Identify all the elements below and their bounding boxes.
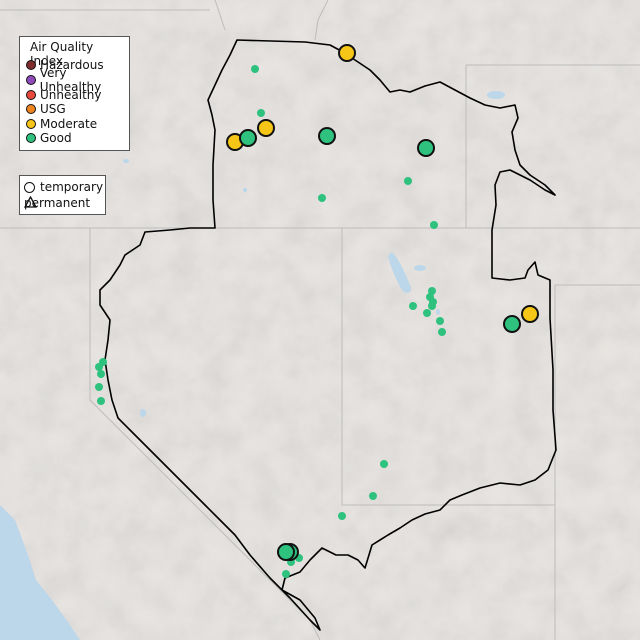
legend-label: Good bbox=[40, 131, 72, 145]
legend-label: Moderate bbox=[40, 117, 98, 131]
legend-item-good: Good bbox=[26, 131, 72, 145]
legend-item-hazardous: Hazardous bbox=[26, 58, 104, 72]
monitor-point bbox=[97, 397, 105, 405]
monitor-point bbox=[438, 328, 446, 336]
monitor-good[interactable] bbox=[417, 139, 435, 157]
legend-title: Air Quality Index bbox=[30, 40, 94, 68]
legend-item-moderate: Moderate bbox=[26, 117, 97, 131]
monitor-good[interactable] bbox=[503, 315, 521, 333]
monitor-point bbox=[428, 302, 436, 310]
monitor-point bbox=[423, 309, 431, 317]
legend-label: Very Unhealthy bbox=[39, 66, 102, 94]
very-unhealthy-swatch bbox=[26, 75, 36, 85]
circle-icon bbox=[24, 181, 35, 193]
monitor-point bbox=[380, 460, 388, 468]
monitor-point bbox=[404, 177, 412, 185]
aqi-legend: Air Quality Index Hazardous Very Unhealt… bbox=[19, 36, 130, 151]
hazardous-swatch bbox=[26, 60, 36, 70]
monitor-point bbox=[430, 221, 438, 229]
monitor-point bbox=[409, 302, 417, 310]
legend-label: permanent bbox=[24, 196, 91, 210]
monitor-moderate[interactable] bbox=[338, 44, 356, 62]
unhealthy-swatch bbox=[26, 90, 36, 100]
legend-label: temporary bbox=[40, 180, 104, 194]
small-monitors bbox=[95, 65, 446, 578]
legend-label: USG bbox=[40, 102, 66, 116]
monitor-point bbox=[95, 383, 103, 391]
monitor-good[interactable] bbox=[277, 543, 295, 561]
region-outline bbox=[99, 39, 557, 631]
monitor-point bbox=[318, 194, 326, 202]
monitor-point bbox=[436, 317, 444, 325]
monitor-point bbox=[369, 492, 377, 500]
legend-item-unhealthy: Unhealthy bbox=[26, 88, 101, 102]
moderate-swatch bbox=[26, 119, 36, 129]
legend-label: Unhealthy bbox=[40, 88, 102, 102]
legend-item-very-unhealthy: Very Unhealthy bbox=[26, 66, 129, 94]
monitor-point bbox=[95, 363, 103, 371]
monitor-type-legend: temporary permanent bbox=[19, 175, 106, 215]
monitor-point bbox=[97, 370, 105, 378]
monitor-point bbox=[338, 512, 346, 520]
usg-swatch bbox=[26, 104, 36, 114]
monitor-moderate[interactable] bbox=[521, 305, 539, 323]
temporary-monitors bbox=[226, 44, 539, 561]
triangle-icon bbox=[24, 196, 37, 208]
monitor-good[interactable] bbox=[239, 129, 257, 147]
monitor-point bbox=[282, 570, 290, 578]
monitor-point bbox=[251, 65, 259, 73]
ocean bbox=[0, 505, 80, 640]
monitor-point bbox=[257, 109, 265, 117]
good-swatch bbox=[26, 133, 36, 143]
lakes bbox=[123, 91, 505, 417]
monitor-moderate[interactable] bbox=[257, 119, 275, 137]
legend-item-usg: USG bbox=[26, 102, 66, 116]
monitor-good[interactable] bbox=[318, 127, 336, 145]
legend-item-temporary: temporary bbox=[24, 180, 103, 194]
legend-label: Hazardous bbox=[40, 58, 104, 72]
legend-item-permanent: permanent bbox=[24, 196, 90, 210]
